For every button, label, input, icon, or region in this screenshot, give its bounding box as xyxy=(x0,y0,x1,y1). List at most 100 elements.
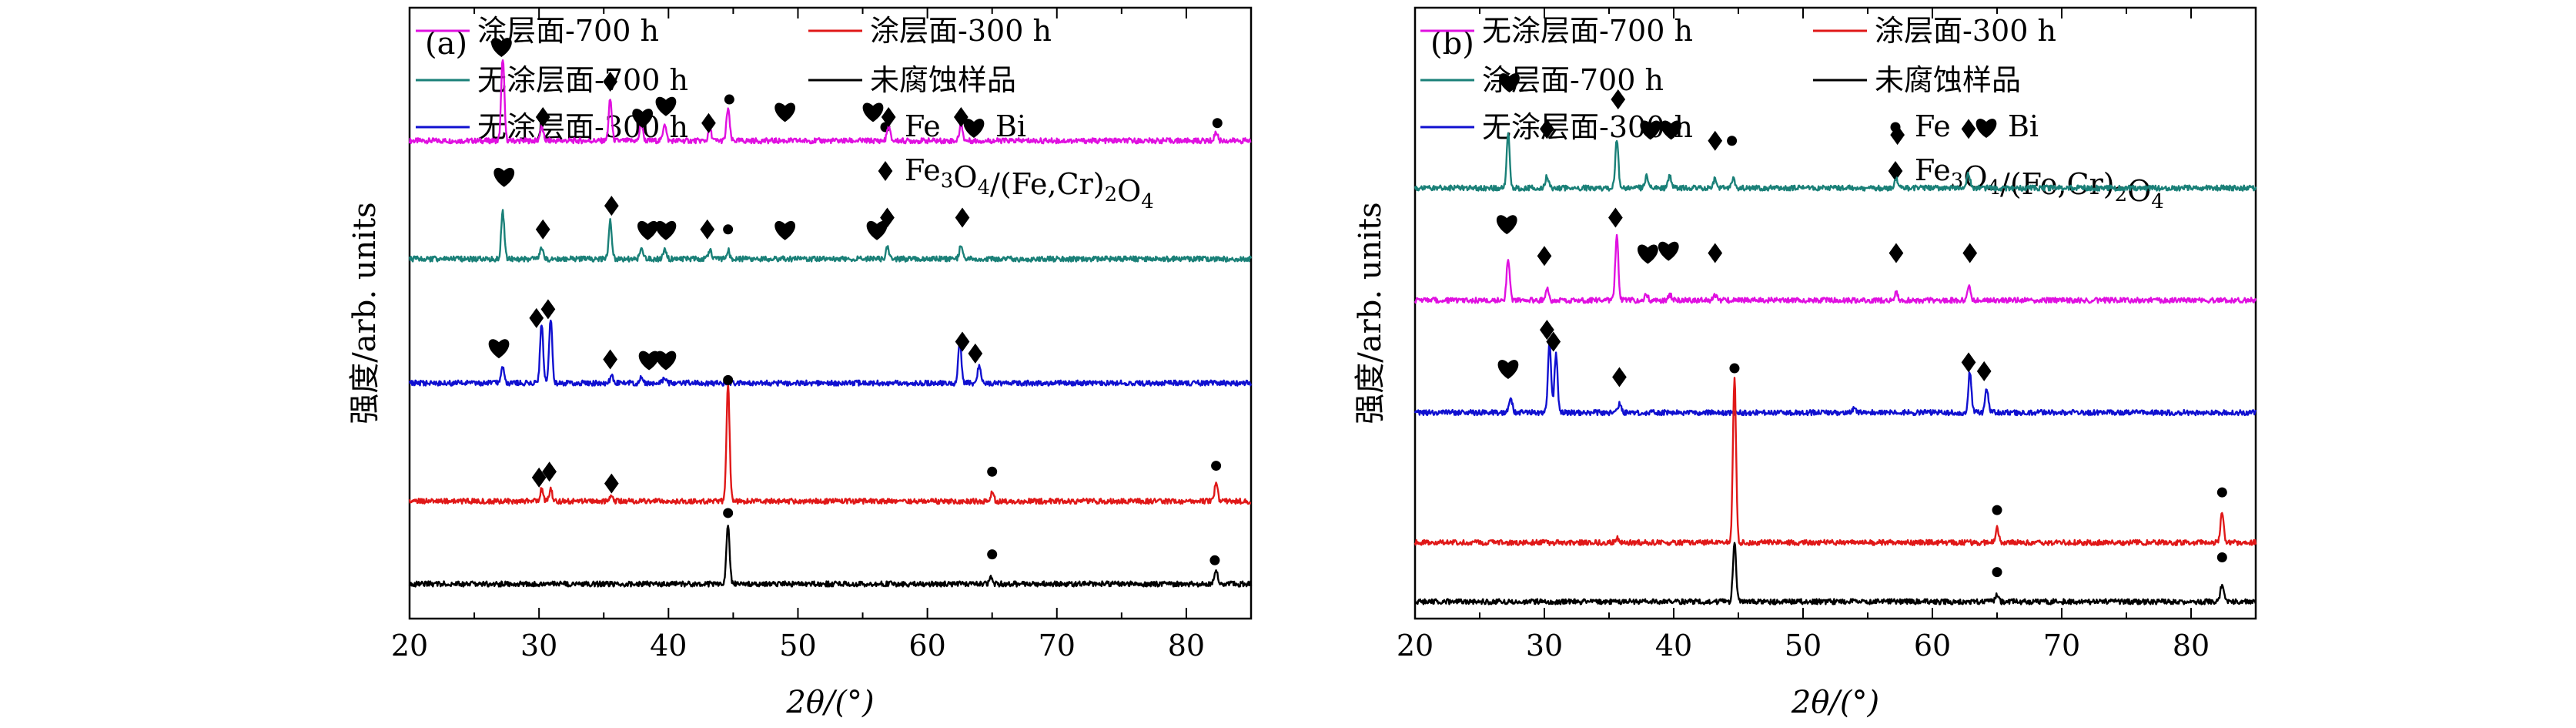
legend-oxide-marker xyxy=(1888,161,1903,181)
peak-marker-oxide xyxy=(604,196,619,216)
x-tick-label: 30 xyxy=(1526,629,1563,663)
series-1 xyxy=(408,167,1253,263)
peak-marker-oxide xyxy=(968,343,983,364)
peak-marker-fe xyxy=(724,94,734,105)
x-tick-label: 40 xyxy=(1655,629,1692,663)
series-3 xyxy=(1413,363,2257,546)
peak-marker-oxide xyxy=(1962,243,1978,263)
series-2 xyxy=(1413,320,2257,417)
peak-marker-bi xyxy=(1640,120,1661,140)
x-tick-label: 70 xyxy=(1039,629,1076,663)
series-line xyxy=(1413,233,2257,304)
peak-marker-oxide xyxy=(535,219,550,240)
peak-marker-oxide xyxy=(1540,119,1554,139)
series-1 xyxy=(1413,207,2257,304)
peak-marker-bi xyxy=(638,351,660,371)
series-line xyxy=(1413,132,2257,192)
peak-marker-fe xyxy=(1729,363,1740,374)
peak-marker-fe xyxy=(1992,567,2002,578)
peak-marker-bi xyxy=(637,220,658,240)
series-0 xyxy=(1413,73,2257,192)
x-tick-label: 60 xyxy=(1914,629,1951,663)
peak-marker-bi xyxy=(866,220,888,240)
y-axis-label: 强度/arb. units xyxy=(347,202,383,424)
legend-label: 未腐蚀样品 xyxy=(870,63,1016,97)
peak-marker-bi xyxy=(655,351,677,371)
legend-label: 无涂层面-700 h xyxy=(477,63,688,97)
legend-fe-label: Fe xyxy=(1915,109,1951,143)
peak-marker-bi xyxy=(862,102,884,122)
legend-bi-marker xyxy=(963,119,985,138)
series-line xyxy=(1413,337,2257,417)
peak-marker-oxide xyxy=(1608,207,1623,228)
x-tick-label: 20 xyxy=(1397,629,1434,663)
series-line xyxy=(408,59,1252,145)
series-line xyxy=(408,525,1253,588)
peak-marker-bi xyxy=(655,96,677,116)
peak-marker-oxide xyxy=(604,473,619,494)
legend-oxide-label: Fe3O4/(Fe,Cr)2O4 xyxy=(1915,153,2164,213)
peak-marker-fe xyxy=(1727,136,1738,146)
peak-marker-oxide xyxy=(700,219,715,240)
peak-marker-fe xyxy=(2216,487,2227,498)
x-tick-label: 50 xyxy=(1785,629,1822,663)
peak-marker-fe xyxy=(987,549,998,560)
legend-label: 未腐蚀样品 xyxy=(1875,63,2021,97)
peak-marker-oxide xyxy=(1890,125,1905,146)
peak-marker-oxide xyxy=(535,107,550,128)
series-0 xyxy=(408,38,1252,145)
series-line xyxy=(408,319,1253,387)
peak-marker-oxide xyxy=(1540,320,1554,341)
peak-marker-oxide xyxy=(603,72,617,92)
series-4 xyxy=(1413,542,2257,606)
peak-marker-bi xyxy=(1499,73,1521,93)
peak-marker-oxide xyxy=(701,112,716,133)
peak-marker-bi xyxy=(488,339,510,359)
peak-marker-oxide xyxy=(1961,119,1976,139)
peak-marker-fe xyxy=(1212,118,1223,129)
peak-marker-oxide xyxy=(542,461,557,482)
x-tick-label: 60 xyxy=(908,629,945,663)
peak-marker-bi xyxy=(632,109,654,129)
peak-marker-fe xyxy=(2216,552,2227,562)
peak-marker-oxide xyxy=(531,467,547,488)
y-axis-label: 强度/arb. units xyxy=(1353,202,1388,424)
panel-label: (a) xyxy=(425,26,467,62)
peak-marker-fe xyxy=(723,374,734,385)
peak-marker-oxide xyxy=(955,207,970,228)
x-axis-label: 2θ/(°) xyxy=(1791,685,1879,720)
peak-marker-bi xyxy=(1661,120,1682,140)
chart-panel-b: 20 30 40 50 60 70 80 2θ/(°) 强度/arb. units (b) 无涂层面… xyxy=(1353,6,2257,720)
peak-marker-oxide xyxy=(880,207,895,228)
peak-marker-bi xyxy=(655,220,677,240)
peak-marker-oxide xyxy=(881,107,896,128)
peak-marker-bi xyxy=(491,38,512,58)
plot-frame xyxy=(1413,6,2257,620)
peak-marker-oxide xyxy=(1611,89,1626,110)
peak-marker-oxide xyxy=(1612,367,1627,387)
x-tick-label: 30 xyxy=(520,629,557,663)
peak-marker-fe xyxy=(723,224,734,235)
peak-marker-fe xyxy=(723,508,734,518)
series-line xyxy=(1413,542,2257,606)
peak-marker-fe xyxy=(987,466,998,477)
peak-marker-oxide xyxy=(1961,352,1976,373)
panel-label: (b) xyxy=(1430,26,1474,62)
x-axis-label: 2θ/(°) xyxy=(785,685,874,720)
peak-marker-oxide xyxy=(1546,331,1561,352)
peak-marker-oxide xyxy=(1708,243,1723,263)
legend-label: 无涂层面-700 h xyxy=(1482,14,1693,48)
series-line xyxy=(1413,377,2257,546)
series-3 xyxy=(408,374,1252,505)
legend-bi-label: Bi xyxy=(995,109,1026,143)
peak-marker-oxide xyxy=(953,107,969,128)
legend-oxide-marker xyxy=(878,161,893,181)
peak-marker-oxide xyxy=(1708,130,1723,151)
x-tick-label: 20 xyxy=(391,629,428,663)
x-tick-label: 80 xyxy=(1168,629,1205,663)
plot-frame xyxy=(408,6,1253,620)
x-tick-label: 40 xyxy=(650,629,687,663)
series-line xyxy=(408,382,1252,505)
series-line xyxy=(408,209,1253,263)
